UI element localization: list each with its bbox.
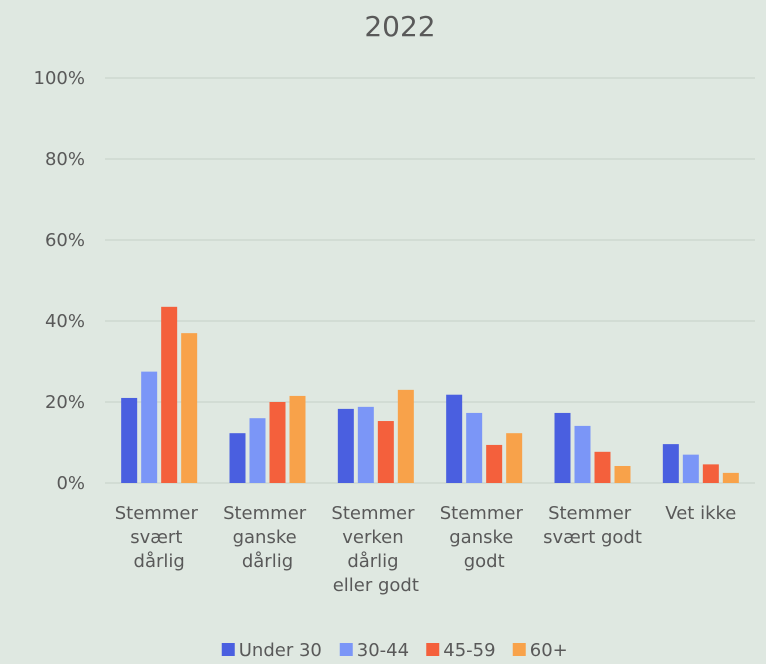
bar xyxy=(161,306,178,483)
bar xyxy=(397,389,414,483)
bar xyxy=(614,465,631,483)
bar xyxy=(141,371,158,483)
x-tick-label: Stemmer svært dårlig xyxy=(115,503,204,572)
bar xyxy=(289,395,306,483)
bar xyxy=(506,433,523,483)
bar xyxy=(722,472,739,483)
bar xyxy=(554,412,571,483)
x-tick-label: Stemmer ganske godt xyxy=(440,503,529,572)
bar xyxy=(594,451,611,483)
legend-label: 30-44 xyxy=(357,640,409,661)
bar xyxy=(249,418,266,483)
bar xyxy=(446,394,463,483)
bar xyxy=(269,402,286,483)
x-tick-label: Stemmer ganske dårlig xyxy=(223,503,312,572)
bar xyxy=(486,444,503,483)
bar xyxy=(229,433,246,483)
bar xyxy=(357,406,374,483)
y-tick-label: 20% xyxy=(45,392,85,413)
bar xyxy=(466,412,483,483)
legend-label: 45-59 xyxy=(443,640,495,661)
bar xyxy=(702,464,719,483)
bar xyxy=(682,454,699,483)
bar xyxy=(121,397,138,483)
y-tick-label: 0% xyxy=(56,473,85,494)
x-tick-label: Stemmer svært godt xyxy=(543,503,642,548)
chart-title: 2022 xyxy=(364,10,435,43)
legend-label: 60+ xyxy=(530,640,568,661)
bar xyxy=(181,333,198,483)
y-tick-label: 80% xyxy=(45,149,85,170)
legend-swatch xyxy=(426,643,440,656)
x-tick-label: Vet ikke xyxy=(665,503,736,524)
legend-label: Under 30 xyxy=(239,640,322,661)
bar xyxy=(662,444,679,483)
y-tick-label: 100% xyxy=(34,68,85,89)
x-tick-label: Stemmer verken dårlig eller godt xyxy=(331,503,420,596)
legend-swatch xyxy=(512,643,526,656)
bar xyxy=(574,425,591,483)
bar xyxy=(377,421,394,483)
legend-swatch xyxy=(221,643,235,656)
legend-swatch xyxy=(339,643,353,656)
y-tick-label: 40% xyxy=(45,311,85,332)
bar xyxy=(337,408,354,483)
y-tick-label: 60% xyxy=(45,230,85,251)
